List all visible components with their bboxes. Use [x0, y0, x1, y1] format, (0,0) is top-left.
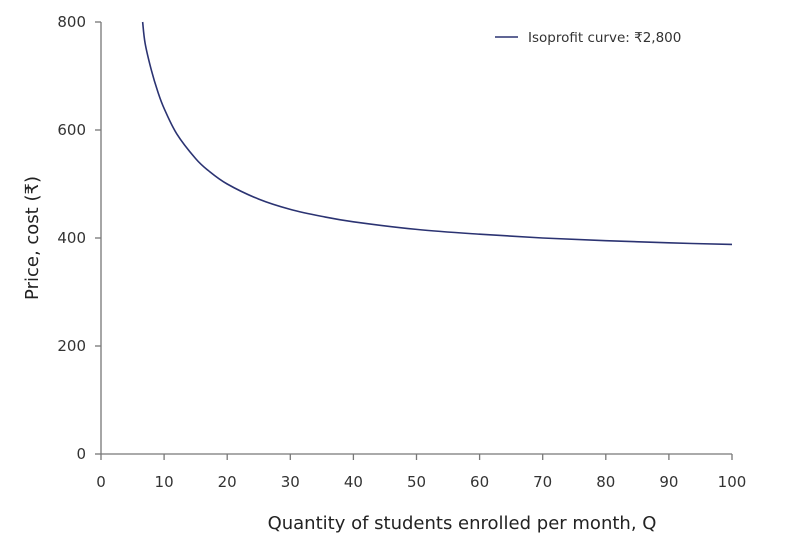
x-tick-label: 90: [659, 473, 678, 491]
y-tick-label: 800: [57, 13, 86, 31]
y-axis-label: Price, cost (₹): [22, 176, 43, 300]
x-tick-label: 30: [281, 473, 300, 491]
x-axis-ticks: 0 10 20 30 40 50 60 70 80 90 100: [96, 454, 746, 491]
x-tick-label: 20: [218, 473, 237, 491]
x-tick-label: 50: [407, 473, 426, 491]
x-tick-label: 40: [344, 473, 363, 491]
y-tick-label: 0: [76, 445, 86, 463]
x-tick-label: 70: [533, 473, 552, 491]
x-tick-label: 100: [718, 473, 747, 491]
legend: Isoprofit curve: ₹2,800: [495, 30, 681, 46]
x-tick-label: 60: [470, 473, 489, 491]
x-tick-label: 0: [96, 473, 106, 491]
legend-label: Isoprofit curve: ₹2,800: [528, 30, 681, 46]
x-axis-label: Quantity of students enrolled per month,…: [268, 513, 657, 534]
isoprofit-curve: [141, 21, 733, 246]
y-tick-label: 200: [57, 337, 86, 355]
series-group: [141, 21, 733, 246]
x-tick-label: 10: [155, 473, 174, 491]
y-tick-label: 400: [57, 229, 86, 247]
y-axis-ticks: 0 200 400 600 800: [57, 13, 101, 463]
x-tick-label: 80: [596, 473, 615, 491]
y-tick-label: 600: [57, 121, 86, 139]
